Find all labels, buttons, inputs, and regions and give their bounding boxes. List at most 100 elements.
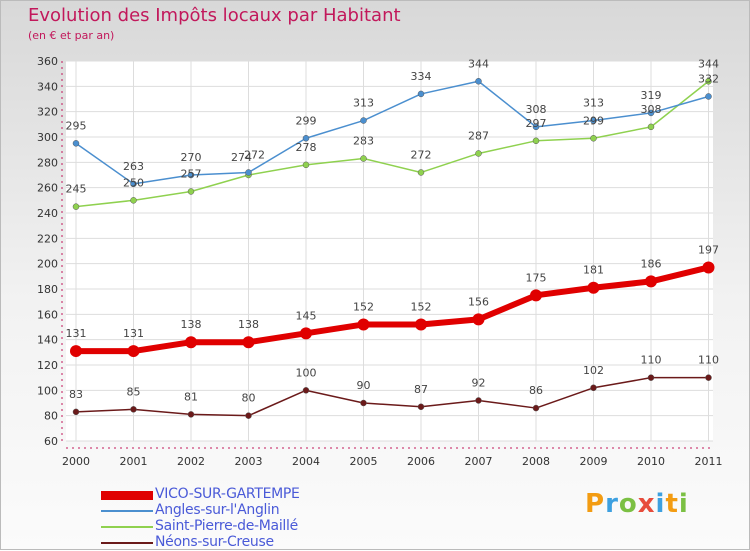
data-point-saint-pierre xyxy=(360,155,367,162)
data-point-angles xyxy=(245,169,252,176)
data-point-vico xyxy=(300,327,312,340)
data-label-saint-pierre: 299 xyxy=(583,114,604,127)
x-tick-label: 2007 xyxy=(465,455,493,468)
y-tick-label: 160 xyxy=(37,308,58,321)
data-point-vico xyxy=(587,281,600,294)
logo-letter: x xyxy=(637,489,656,519)
data-label-saint-pierre: 272 xyxy=(411,148,432,161)
logo-letter: P xyxy=(585,489,606,519)
legend-swatch xyxy=(101,542,153,544)
data-label-neons: 110 xyxy=(641,354,662,367)
data-point-vico xyxy=(127,345,140,358)
y-tick-label: 280 xyxy=(37,156,58,169)
y-tick-label: 120 xyxy=(37,359,58,372)
data-point-neons xyxy=(245,412,252,419)
data-point-neons xyxy=(475,397,482,404)
data-label-angles: 308 xyxy=(526,103,547,116)
data-label-neons: 90 xyxy=(357,379,371,392)
data-label-neons: 86 xyxy=(529,384,543,397)
plot-area xyxy=(66,61,713,441)
data-label-vico: 138 xyxy=(238,318,259,331)
data-label-saint-pierre: 308 xyxy=(641,103,662,116)
data-point-angles xyxy=(130,180,137,188)
data-label-vico: 152 xyxy=(411,300,432,313)
data-point-saint-pierre xyxy=(647,123,655,131)
logo-letter: i xyxy=(678,489,689,519)
data-label-neons: 110 xyxy=(698,354,719,367)
data-label-angles: 295 xyxy=(66,119,87,132)
data-label-neons: 92 xyxy=(472,376,486,389)
x-tick-label: 2003 xyxy=(235,455,263,468)
data-point-saint-pierre xyxy=(532,137,540,145)
data-point-neons xyxy=(590,384,597,392)
data-point-vico xyxy=(702,261,715,274)
data-label-angles: 313 xyxy=(353,97,374,110)
data-label-vico: 145 xyxy=(296,309,317,322)
y-tick-label: 340 xyxy=(37,80,58,93)
data-point-angles xyxy=(475,78,482,85)
y-tick-label: 200 xyxy=(37,258,58,271)
data-point-saint-pierre xyxy=(590,135,597,142)
data-label-vico: 181 xyxy=(583,264,604,277)
data-label-angles: 334 xyxy=(411,70,432,83)
data-label-saint-pierre: 257 xyxy=(181,167,202,180)
x-tick-label: 2011 xyxy=(695,455,723,468)
data-label-saint-pierre: 278 xyxy=(296,141,317,154)
data-point-saint-pierre xyxy=(187,188,195,195)
data-point-angles xyxy=(532,123,540,131)
data-point-saint-pierre xyxy=(130,197,137,204)
data-point-angles xyxy=(417,90,425,98)
data-point-vico xyxy=(242,336,255,349)
x-tick-label: 2002 xyxy=(177,455,205,468)
data-label-neons: 102 xyxy=(583,364,604,377)
series-line-vico xyxy=(76,264,710,355)
legend-label: VICO-SUR-GARTEMPE xyxy=(155,486,300,502)
data-label-vico: 156 xyxy=(468,295,489,308)
data-label-neons: 100 xyxy=(296,366,317,379)
data-label-vico: 131 xyxy=(123,327,144,340)
data-point-vico xyxy=(645,275,657,288)
data-point-neons xyxy=(417,403,425,411)
data-label-vico: 138 xyxy=(181,318,202,331)
logo-letter: t xyxy=(665,489,679,519)
y-tick-label: 220 xyxy=(37,232,58,245)
data-label-vico: 197 xyxy=(698,243,719,256)
data-point-neons xyxy=(72,408,80,416)
series-line-neons xyxy=(75,376,709,417)
x-tick-label: 2005 xyxy=(350,455,378,468)
data-point-neons xyxy=(130,406,137,413)
chart-subtitle: (en € et par an) xyxy=(28,29,115,42)
data-label-saint-pierre: 287 xyxy=(468,129,489,142)
series-line-angles xyxy=(75,80,709,185)
data-label-neons: 81 xyxy=(184,390,198,403)
x-tick-label: 2001 xyxy=(120,455,148,468)
x-tick-label: 2010 xyxy=(637,455,665,468)
y-tick-label: 320 xyxy=(37,106,58,119)
data-label-saint-pierre: 297 xyxy=(526,117,547,130)
logo-letter: i xyxy=(655,489,666,519)
x-tick-label: 2009 xyxy=(580,455,608,468)
data-point-vico xyxy=(70,345,82,358)
y-tick-label: 80 xyxy=(44,410,58,423)
data-label-neons: 87 xyxy=(414,383,428,396)
data-label-vico: 186 xyxy=(641,257,662,270)
data-point-saint-pierre xyxy=(475,150,482,157)
y-tick-label: 60 xyxy=(44,435,58,448)
data-label-angles: 272 xyxy=(244,148,265,161)
data-point-neons xyxy=(302,387,310,394)
logo-letter: o xyxy=(618,489,638,519)
data-label-angles: 319 xyxy=(641,89,662,102)
y-tick-label: 240 xyxy=(37,207,58,220)
data-point-vico xyxy=(185,336,197,349)
data-label-vico: 175 xyxy=(526,271,547,284)
legend-label: Néons-sur-Creuse xyxy=(155,534,274,550)
data-label-angles: 263 xyxy=(123,160,144,173)
data-point-angles xyxy=(590,117,597,124)
data-label-angles: 299 xyxy=(296,114,317,127)
legend-label: Saint-Pierre-de-Maillé xyxy=(155,518,298,534)
data-point-neons xyxy=(647,374,655,381)
y-tick-label: 100 xyxy=(37,384,58,397)
x-tick-label: 2000 xyxy=(62,455,90,468)
